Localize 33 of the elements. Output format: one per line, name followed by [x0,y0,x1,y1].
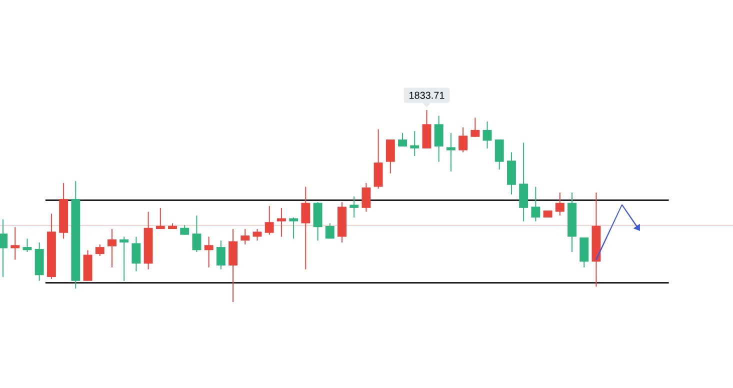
candlestick [458,126,468,153]
candlestick [482,121,492,149]
candlestick [120,236,129,282]
candlestick [555,192,564,216]
candlestick [350,196,359,218]
candlestick [289,217,298,240]
annotation: 1833.71 [409,92,444,99]
candlestick [216,240,226,270]
candlestick [240,228,250,245]
candlestick [410,130,420,157]
candlestick [156,207,165,230]
candlestick [470,117,480,138]
candlestick [180,224,190,236]
candlestick [325,222,334,240]
candlestick [204,236,214,268]
candlestick [398,132,407,147]
candlestick [446,132,456,172]
candlestick [494,140,504,170]
candlestick [264,205,274,236]
candlestick [276,207,286,238]
candlestick [386,140,395,174]
candlestick [192,215,202,253]
candlestick [434,115,444,162]
candlestick [10,226,20,260]
candlestick [252,228,262,242]
candlestick [531,186,540,222]
candlestick [132,236,141,272]
candlestick [22,238,32,253]
candlestick [0,218,8,278]
candlestick [362,182,371,212]
candlestick [95,244,104,256]
candlestick [301,186,310,270]
candlestick [108,228,116,268]
